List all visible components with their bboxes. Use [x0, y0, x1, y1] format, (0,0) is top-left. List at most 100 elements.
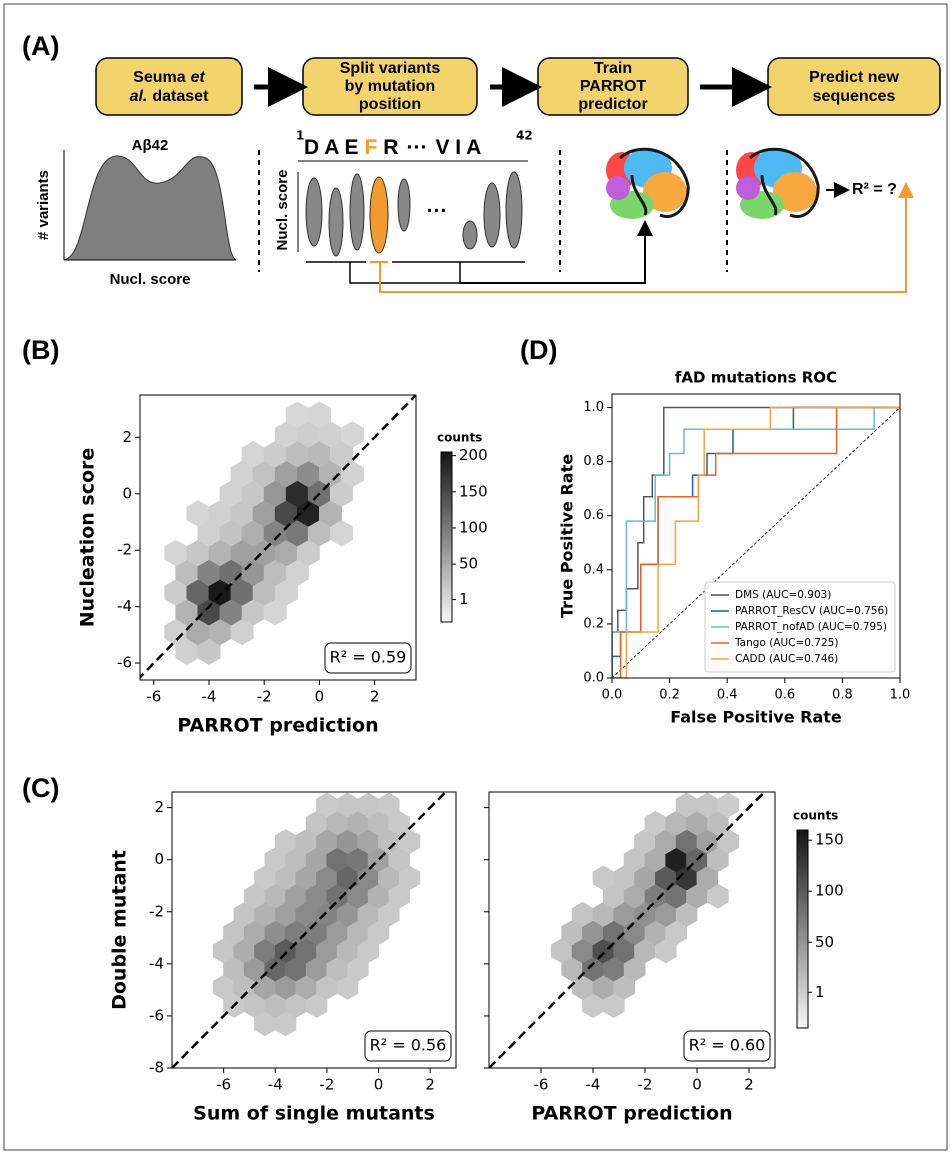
hex-cell: [197, 638, 221, 665]
identity-line: [140, 395, 416, 679]
colorbar-tick-label: 50: [459, 555, 478, 573]
y-axis-label: Nucleation score: [77, 448, 99, 628]
hex-cell: [634, 938, 656, 964]
hex-cell: [613, 865, 635, 891]
hex-cell: [347, 810, 369, 836]
hex-cell: [274, 902, 297, 927]
hex-cell: [285, 993, 307, 1018]
seq-ellipsis: ···: [406, 136, 427, 159]
hex-cell: [613, 901, 635, 927]
hex-cell: [175, 559, 199, 586]
hex-cell: [254, 1011, 276, 1037]
hex-cell: [316, 974, 338, 1000]
x-tick-label: 2: [744, 1076, 754, 1094]
density-xlabel: Nucl. score: [110, 271, 191, 288]
test-arrow: [379, 182, 914, 293]
hex-cell: [233, 902, 255, 927]
hex-cell: [230, 500, 254, 527]
hex-cell: [665, 920, 687, 946]
panel-label: (B): [22, 335, 59, 365]
hex-cell: [561, 920, 583, 946]
hex-cell: [665, 847, 687, 873]
y-tick-label: -4: [117, 597, 132, 615]
hex-cell: [326, 920, 348, 945]
x-tick-label: 1.0: [890, 688, 911, 703]
density-sketch: Aβ42 # variants Nucl. score: [35, 137, 237, 288]
y-tick-label: 0.6: [583, 508, 604, 523]
hex-cell: [274, 829, 297, 854]
hex-cell: [254, 865, 276, 891]
hex-cell: [197, 520, 221, 547]
hex-cell: [274, 421, 298, 448]
hex-cell: [233, 974, 255, 1000]
hex-cell: [274, 539, 298, 567]
hex-cell: [336, 792, 359, 818]
hex-cell: [230, 579, 254, 606]
hex-cell: [571, 974, 594, 1000]
hex-cell: [336, 902, 359, 927]
annotation: R² = 0.56: [370, 1036, 447, 1055]
colorbar-tick-label: 200: [459, 446, 488, 464]
hex-cell: [603, 993, 625, 1018]
violin: [483, 182, 501, 248]
violin-ylabel: Nucl. score: [274, 170, 291, 251]
chance-line: [612, 407, 900, 678]
hex-cell: [186, 500, 210, 527]
hex-cell: [264, 993, 286, 1018]
violin-ellipsis: ···: [427, 200, 448, 223]
hex-cell: [592, 901, 615, 927]
hex-cell: [316, 792, 338, 818]
hex-cell: [263, 559, 287, 586]
hex-cell: [295, 974, 317, 1000]
hex-cell: [644, 883, 667, 909]
hex-cell: [330, 480, 353, 507]
hex-cell: [230, 539, 254, 567]
plot-area: [612, 406, 900, 678]
y-tick-label: -4: [149, 954, 164, 972]
hex-cell: [707, 883, 729, 909]
hex-cell: [305, 883, 328, 909]
hex-cell: [274, 974, 297, 1000]
hex-cell: [252, 539, 276, 567]
hex-cell: [336, 974, 359, 1000]
hex-cell: [223, 956, 245, 982]
hex-cell: [295, 938, 317, 964]
hex-cell: [326, 810, 348, 836]
step-text: PARROT: [580, 78, 647, 95]
hex-cell: [264, 956, 286, 982]
hex-cell: [230, 618, 254, 646]
hex-cell: [241, 520, 265, 547]
hex-cell: [613, 938, 635, 964]
hex-cell: [241, 480, 265, 507]
hex-cell: [357, 938, 379, 964]
hex-cell: [613, 974, 635, 1000]
hex-cell: [252, 579, 276, 606]
hex-cell: [347, 847, 369, 873]
hex-cell: [219, 520, 243, 547]
seq-residues: R: [383, 136, 398, 159]
hex-cell: [388, 810, 410, 836]
hex-cell: [243, 993, 266, 1018]
hex-cell: [707, 847, 729, 873]
hex-cell: [307, 441, 331, 468]
violin: [305, 177, 323, 247]
hex-cell: [243, 883, 266, 909]
hex-cell: [285, 401, 309, 428]
train-arrow: [460, 220, 653, 284]
y-tick-label: 2: [154, 798, 164, 816]
hex-cell: [717, 792, 739, 818]
hex-cell: [571, 938, 594, 964]
hex-cell: [623, 883, 646, 909]
hex-cell: [675, 901, 698, 927]
hex-cell: [623, 956, 646, 982]
plot-area: [140, 395, 416, 679]
hex-cell: [571, 901, 594, 927]
hex-cell: [263, 599, 287, 626]
colorbar-tick-label: 1: [459, 590, 469, 608]
hex-cell: [326, 847, 348, 873]
y-axis-label: True Positive Rate: [558, 454, 577, 618]
x-tick-label: 0.4: [717, 688, 738, 703]
hex-cell: [582, 993, 604, 1018]
hex-cell: [665, 810, 687, 836]
hex-cell: [634, 829, 656, 854]
